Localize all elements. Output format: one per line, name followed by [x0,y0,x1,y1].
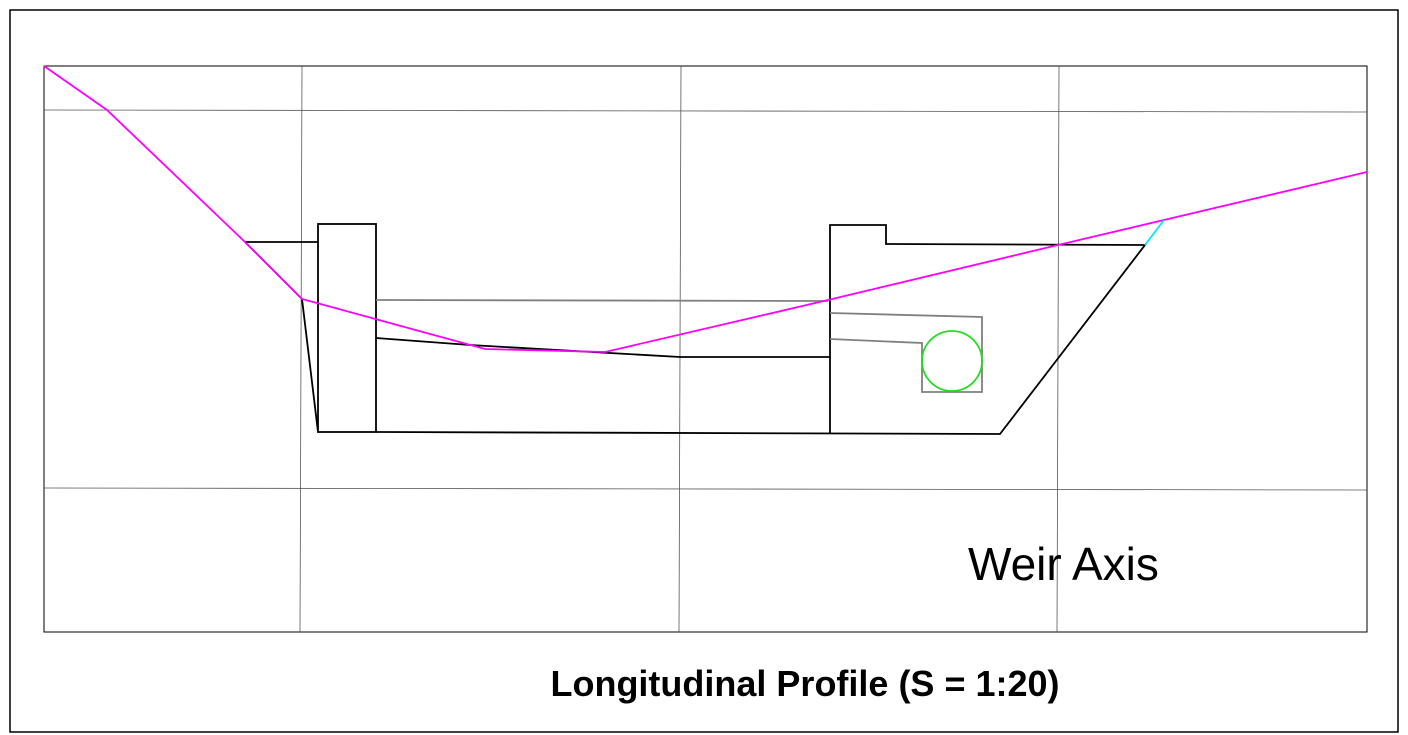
grid-line [1056,65,1060,633]
grid-line [299,65,303,633]
pipe [921,330,983,392]
upstream-wall [317,223,377,433]
sheet-border [9,9,1399,733]
bank-line [1144,219,1165,246]
grid-line [43,109,1368,113]
edge [244,241,319,433]
ground-line [43,65,1368,353]
pipe-housing [829,312,983,393]
gate-detail [375,299,983,393]
axis-label: Weir Axis [968,538,1159,590]
outline [375,224,1147,435]
floor [375,337,830,358]
view-frame [43,65,1368,633]
edge [375,299,829,302]
grid-line [43,487,1368,491]
grid [43,65,1368,633]
drawing-title: Longitudinal Profile (S = 1:20) [550,663,1059,704]
weir-structure [244,223,1147,435]
grid-line [678,65,682,633]
